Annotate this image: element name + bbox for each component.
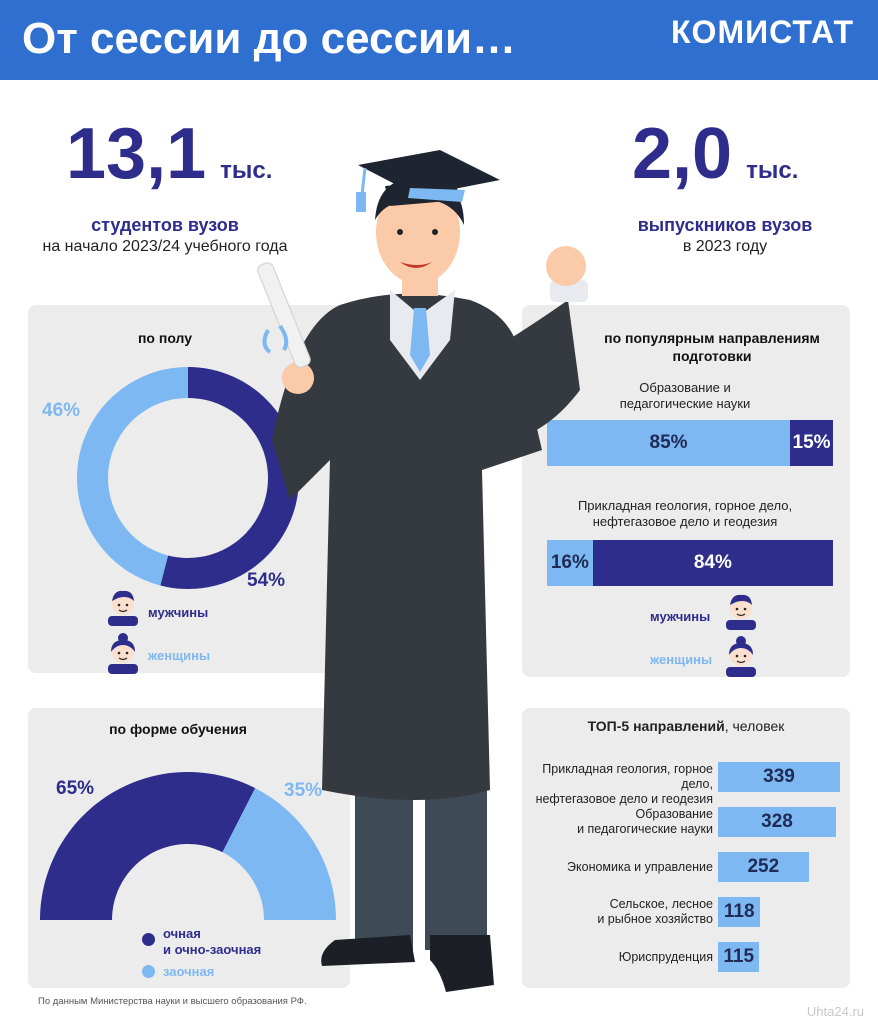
half-donut-segment-part-time <box>222 788 336 920</box>
students-unit: тыс. <box>220 157 273 184</box>
graduates-value: 2,0 <box>632 114 733 194</box>
top5-title-main: ТОП-5 направлений <box>587 718 725 734</box>
graduates-sub: в 2023 году <box>682 238 768 255</box>
study-form-half-donut-chart <box>40 772 336 920</box>
donut-segment-women <box>77 367 188 586</box>
top5-title-suffix: , человек <box>724 718 785 734</box>
study-form-panel-title: по форме обучения <box>109 721 247 737</box>
woman-avatar-icon <box>108 633 138 674</box>
gender-panel-title: по полу <box>137 330 193 346</box>
top5-title: ТОП-5 направлений, человек <box>522 718 850 734</box>
page-title: От сессии до сессии… <box>22 14 517 63</box>
top5-bar: 328 <box>718 807 837 837</box>
top5-panel <box>522 708 850 988</box>
legend-dot-part-time <box>142 965 155 978</box>
graduates-unit: тыс. <box>746 157 799 184</box>
top5-bar: 339 <box>718 762 840 792</box>
bar-segment-geology-women: 16% <box>547 540 593 586</box>
bar-segment-education-women: 85% <box>547 420 791 466</box>
graduate-illustration <box>257 150 588 992</box>
category-label-geology: Прикладная геология, горное дело, нефтег… <box>577 498 793 529</box>
watermark: Uhta24.ru <box>806 1004 864 1019</box>
part-time-percent-label: 35% <box>284 780 323 801</box>
students-sub: на начало 2023/24 учебного года <box>42 238 288 255</box>
legend-full-time-label: очная и очно-заочная <box>163 926 262 957</box>
top5-category-label: Сельское, лесное и рыбное хозяйство <box>597 897 713 926</box>
top5-bar: 115 <box>718 942 760 972</box>
men-percent-label: 54% <box>247 570 286 591</box>
top5-bar: 252 <box>718 852 809 882</box>
header-banner <box>0 0 878 80</box>
gender-donut-chart <box>77 367 299 589</box>
brand-logo: КОМИСТАТ <box>671 14 854 50</box>
popular-directions-title: по популярным направлениям подготовки <box>604 330 820 364</box>
man-avatar-icon <box>108 590 138 626</box>
legend-women-label: женщины <box>148 648 211 663</box>
stacked-bar-geology: 16% 84% <box>547 540 833 586</box>
legend-dot-full-time <box>142 933 155 946</box>
donut-segment-men <box>160 367 299 589</box>
legend-women-label-right: женщины <box>650 652 713 667</box>
woman-avatar-icon <box>726 636 756 677</box>
category-label-education: Образование и педагогические науки <box>619 380 751 411</box>
bar-segment-education-men: 15% <box>790 420 833 466</box>
graduates-stat: 2,0 тыс. <box>632 118 798 190</box>
top5-category-label: Образование и педагогические науки <box>577 807 713 836</box>
top5-category-label: Юриспруденция <box>618 949 713 964</box>
half-donut-segment-full-time <box>40 772 256 920</box>
source-footnote: По данным Министерства науки и высшего о… <box>38 996 307 1007</box>
legend-men-label: мужчины <box>148 605 209 620</box>
students-label: студентов вузов <box>91 215 239 235</box>
stacked-bar-education: 85% 15% <box>547 420 833 466</box>
top5-bar: 118 <box>718 897 761 927</box>
women-percent-label: 46% <box>42 400 81 421</box>
bar-segment-geology-men: 84% <box>592 540 833 586</box>
full-time-percent-label: 65% <box>56 778 95 799</box>
top5-category-label: Прикладная геология, горное дело, нефтег… <box>535 762 713 806</box>
legend-part-time-label: заочная <box>163 964 215 979</box>
students-value: 13,1 <box>66 114 207 194</box>
students-stat: 13,1 тыс. <box>66 118 272 190</box>
top5-category-label: Экономика и управление <box>567 859 713 874</box>
graduates-label: выпускников вузов <box>637 215 813 235</box>
legend-men-label-right: мужчины <box>650 609 711 624</box>
man-avatar-icon <box>726 594 756 630</box>
